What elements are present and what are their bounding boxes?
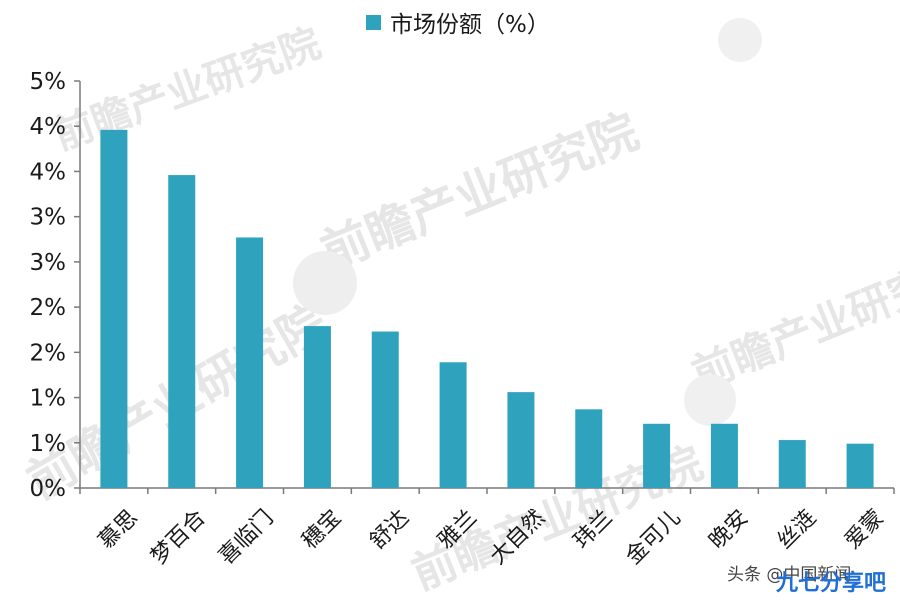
x-tick-label: 舒达 [365, 505, 414, 554]
y-tick-label: 5% [30, 69, 67, 95]
y-tick-label: 1% [30, 386, 67, 412]
x-tick-label: 爱蒙 [840, 505, 889, 554]
footer: 头条 @中国新闻 九七分享吧 [727, 565, 886, 596]
watermark-logo-icon [293, 251, 357, 315]
bar [778, 440, 806, 488]
watermark-logo-icon [684, 374, 736, 426]
bars-group [100, 129, 874, 488]
bar [236, 237, 264, 488]
legend-label: 市场份额（%） [390, 12, 550, 38]
x-tick-label: 梦百合 [146, 505, 210, 569]
bar [168, 175, 196, 488]
x-tick-label: 丝涟 [772, 505, 821, 554]
x-tick-label: 穗宝 [298, 505, 347, 554]
y-tick-label: 2% [30, 340, 67, 366]
bar [303, 326, 331, 488]
watermark-text: 前瞻产业研究院 [48, 20, 327, 159]
bar [439, 362, 467, 488]
footer-brand: 九七分享吧 [775, 570, 886, 596]
bar [507, 392, 535, 488]
y-tick-label: 3% [30, 205, 67, 231]
y-tick-label: 3% [30, 250, 67, 276]
bar [846, 443, 874, 488]
watermark-text: 前瞻产业研究院 [314, 103, 647, 281]
bar [371, 331, 399, 488]
legend: 市场份额（%） [366, 12, 550, 38]
y-tick-label: 4% [30, 114, 67, 140]
bar [100, 129, 128, 488]
y-tick-label: 1% [30, 431, 67, 457]
y-axis: 0% 1% 1% 2% 2% 3% 3% 4% 4% 5% [30, 69, 80, 502]
legend-swatch [366, 15, 381, 30]
y-tick-label: 2% [30, 295, 67, 321]
footer-credit: 头条 @中国新闻 [727, 565, 851, 585]
x-tick-label: 喜临门 [214, 505, 278, 569]
watermark-logo-icon [718, 18, 762, 62]
x-tick-label: 晚安 [705, 505, 754, 554]
bar [643, 423, 671, 488]
x-tick-label: 慕思 [94, 505, 143, 554]
y-tick-label: 4% [30, 159, 67, 185]
bar [710, 423, 738, 488]
bar [575, 409, 603, 488]
y-tick-label: 0% [30, 476, 67, 502]
